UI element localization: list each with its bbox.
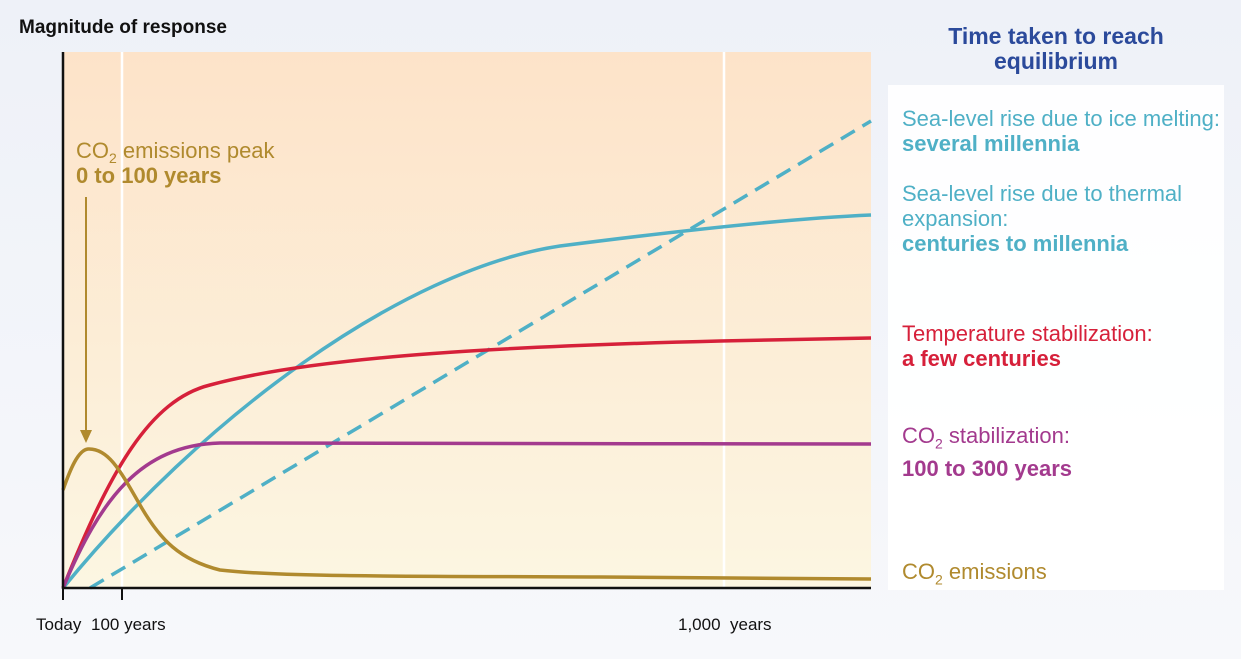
ice-melting-curve: [89, 119, 872, 590]
legend-co2-emissions-label: CO2 emissions: [902, 559, 1047, 588]
peak-annotation-value: 0 to 100 years: [76, 163, 222, 188]
plot-area: [63, 52, 871, 588]
peak-annotation-label: CO2 emissions peak: [76, 138, 276, 166]
tick-label-100-years: 100 years: [91, 615, 166, 634]
legend-thermal-expansion-label-2: expansion:: [902, 206, 1009, 231]
legend-temperature: Temperature stabilization: a few centuri…: [902, 321, 1153, 371]
legend-ice-melting-label: Sea-level rise due to ice melting:: [902, 106, 1220, 131]
legend-temperature-label: Temperature stabilization:: [902, 321, 1153, 346]
legend-temperature-value: a few centuries: [902, 346, 1061, 371]
legend-co2-stabilization: CO2 stabilization: 100 to 300 years: [902, 423, 1072, 481]
tick-label-1000-years: 1,000 years: [678, 615, 772, 634]
legend-co2-stabilization-value: 100 to 300 years: [902, 456, 1073, 482]
legend-ice-melting-value: several millennia: [902, 131, 1080, 156]
legend-panel: [888, 85, 1224, 590]
tick-label-today: Today: [36, 615, 82, 634]
y-axis-label: Magnitude of response: [19, 17, 227, 38]
legend-thermal-expansion-label: Sea-level rise due to thermal: [902, 181, 1183, 206]
legend-ice-melting: Sea-level rise due to ice melting: sever…: [902, 106, 1220, 156]
legend-thermal-expansion-value: centuries to millennia: [902, 231, 1129, 256]
temperature-curve: [61, 336, 872, 589]
thermal-expansion-curve: [61, 213, 872, 590]
peak-arrow-head: [80, 430, 92, 443]
co2-stabilization-curve: [61, 440, 872, 589]
legend-co2-emissions: CO2 emissions: [902, 559, 1047, 592]
legend-co2-stabilization-label: CO2 stabilization:: [902, 423, 1070, 452]
legend-title: Time taken to reach equilibrium: [948, 23, 1164, 74]
legend-thermal-expansion: Sea-level rise due to thermal expansion:…: [902, 181, 1182, 256]
co2-emissions-curve: [61, 447, 872, 581]
